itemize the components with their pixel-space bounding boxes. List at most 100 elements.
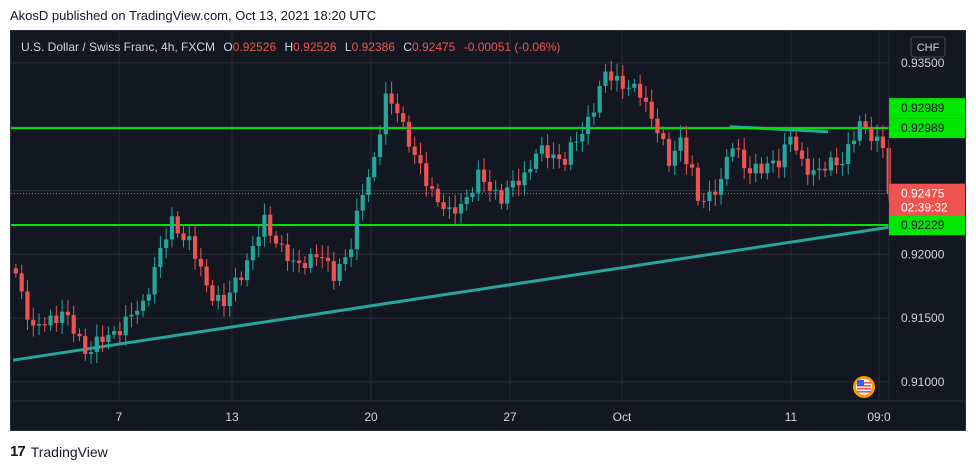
low-value: 0.92386 — [352, 40, 396, 54]
candle-body — [823, 168, 828, 171]
candle-body — [753, 163, 758, 174]
candle-body — [88, 352, 94, 354]
candle-body — [661, 133, 666, 139]
candle-body — [805, 158, 810, 175]
candle-body — [320, 257, 325, 259]
candle-body — [614, 75, 620, 81]
candle-body — [666, 138, 672, 166]
candle-body — [759, 163, 764, 174]
candle-body — [690, 164, 695, 168]
candle-body — [424, 163, 429, 187]
candle-body — [539, 145, 544, 154]
candlestick-chart[interactable]: U.S. Dollar / Swiss Franc, 4h, FXCM O0.9… — [11, 31, 965, 430]
candle-body — [770, 160, 776, 164]
candle-body — [811, 170, 816, 175]
candle-body — [597, 85, 602, 113]
tradingview-footer[interactable]: 17 TradingView — [10, 443, 108, 460]
svg-text:U.S. Dollar / Swiss Franc, 4h,: U.S. Dollar / Swiss Franc, 4h, FXCM O0.9… — [21, 40, 560, 54]
last-price-tag — [889, 183, 965, 216]
us-flag-icon[interactable] — [853, 376, 875, 398]
candle-body — [707, 191, 712, 202]
candle-body — [713, 191, 718, 195]
candle-body — [481, 169, 487, 183]
price-axis[interactable]: 0.910000.915000.920000.925000.930000.935… — [888, 31, 965, 401]
horizontal-levels[interactable] — [11, 127, 889, 227]
candle-body — [840, 163, 845, 166]
candle-body — [528, 168, 533, 173]
candle-body — [285, 244, 290, 261]
candle-body — [632, 83, 637, 88]
candle-body — [695, 167, 701, 201]
candle-body — [863, 121, 868, 128]
candle-body — [65, 311, 70, 316]
chart-panel[interactable]: U.S. Dollar / Swiss Franc, 4h, FXCM O0.9… — [10, 30, 966, 431]
candle-body — [262, 214, 267, 237]
candle-body — [308, 254, 313, 268]
candle-body — [117, 331, 123, 336]
candle-body — [13, 268, 18, 274]
candle-body — [747, 168, 753, 174]
candle-body — [730, 148, 735, 157]
close-value: 0.92475 — [412, 40, 456, 54]
candle-body — [19, 273, 24, 292]
candle-body — [586, 116, 591, 135]
level-tag-resistance-alt — [889, 98, 965, 119]
candle-body — [48, 315, 53, 326]
candle-body — [522, 172, 527, 186]
candle-body — [406, 121, 412, 147]
candle-body — [736, 148, 741, 150]
candle-body — [487, 182, 492, 191]
candle-body — [192, 236, 198, 259]
countdown-text: 02:39:32 — [901, 201, 948, 215]
time-tick: 20 — [364, 410, 378, 424]
open-value: 0.92526 — [233, 40, 277, 54]
candle-body — [418, 154, 423, 164]
candle-body — [464, 197, 469, 205]
candle-body — [221, 294, 227, 307]
level-tag-text: 0.92989 — [901, 101, 945, 115]
candle-body — [684, 137, 689, 165]
candle-body — [187, 236, 192, 241]
candles — [13, 60, 891, 364]
trendlines[interactable] — [12, 125, 939, 362]
candle-body — [765, 163, 770, 174]
candle-body — [603, 71, 608, 86]
candle-body — [106, 334, 111, 343]
currency-label: CHF — [917, 42, 940, 54]
candle-body — [718, 179, 724, 195]
open-label: O — [223, 40, 232, 54]
candle-body — [60, 311, 65, 324]
candle-body — [568, 142, 573, 165]
time-tick: Oct — [613, 410, 632, 424]
low-label: L — [345, 40, 352, 54]
candle-body — [25, 291, 30, 320]
candle-body — [42, 324, 47, 326]
candle-body — [112, 331, 117, 335]
candle-body — [435, 188, 440, 203]
currency-button[interactable]: CHF — [910, 36, 946, 58]
candle-body — [851, 140, 857, 145]
publisher-caption: AkosD published on TradingView.com, Oct … — [10, 8, 377, 23]
candle-body — [545, 145, 550, 159]
time-axis[interactable]: 7 13 20 27 Oct 11 09:0 — [11, 400, 965, 424]
candle-body — [337, 264, 342, 281]
price-tick: 0.93500 — [901, 56, 945, 70]
grid — [11, 31, 889, 401]
high-label: H — [284, 40, 293, 54]
candle-body — [880, 136, 885, 148]
candle-body — [36, 324, 42, 326]
tradingview-logo-icon: 17 — [10, 443, 26, 460]
candle-body — [701, 200, 706, 202]
candle-body — [557, 154, 562, 159]
candle-body — [31, 319, 36, 326]
candle-body — [349, 249, 354, 258]
candle-body — [441, 202, 446, 209]
candle-body — [331, 261, 336, 281]
candle-body — [256, 236, 261, 247]
candle-body — [366, 177, 371, 195]
candle-body — [401, 113, 406, 122]
candle-body — [458, 204, 464, 214]
candle-body — [574, 141, 579, 143]
candle-body — [273, 235, 279, 244]
candle-body — [227, 292, 232, 307]
